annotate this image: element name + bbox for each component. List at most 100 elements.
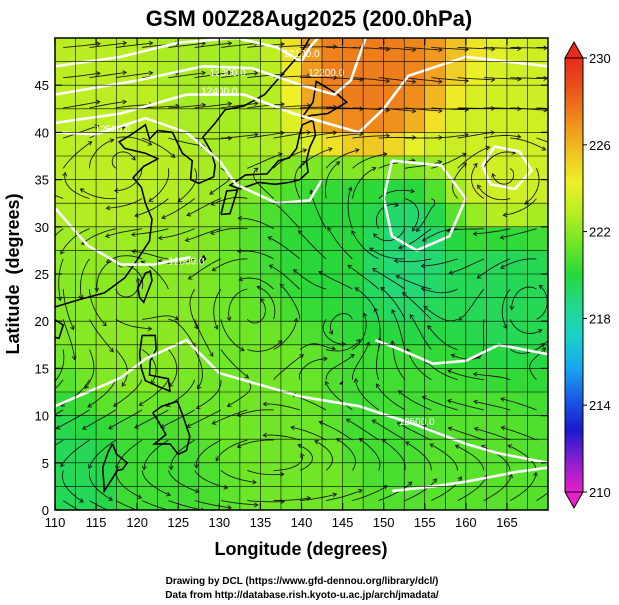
field-cell [301, 61, 323, 86]
field-cell [527, 486, 548, 510]
streamline [194, 500, 232, 509]
field-cell [280, 392, 303, 417]
field-cell [527, 156, 548, 181]
streamline [195, 439, 222, 468]
field-cell [322, 61, 344, 86]
streamline [63, 72, 101, 79]
field-cell [465, 38, 487, 63]
streamline [220, 102, 258, 109]
field-cell [137, 392, 159, 417]
field-cell [260, 415, 282, 440]
field-cell [280, 462, 303, 487]
streamline-arrowhead [333, 44, 338, 50]
streamline [263, 434, 301, 441]
streamline-arrowhead [253, 502, 259, 508]
streamline [168, 349, 178, 387]
field-cell [198, 344, 220, 369]
streamline-arrowhead [385, 78, 391, 84]
streamline-arrowhead [457, 476, 462, 481]
field-cell [178, 368, 200, 393]
y-tick-label: 5 [42, 456, 49, 471]
field-cell [322, 486, 344, 510]
streamline-arrowhead [372, 233, 378, 238]
streamline [236, 409, 274, 417]
streamline-arrowhead [391, 309, 396, 314]
field-cell [198, 274, 220, 299]
streamline [279, 283, 301, 320]
field-cell [383, 179, 405, 204]
field-cell [404, 108, 426, 133]
field-cell [137, 274, 159, 299]
field-cell [404, 462, 426, 487]
streamline [160, 409, 195, 428]
field-cell [363, 274, 385, 299]
streamline-arrowhead [356, 338, 361, 344]
field-cell [96, 38, 118, 63]
streamline-arrowhead [209, 190, 214, 195]
streamline-arrowhead [201, 70, 206, 76]
field-cell [342, 179, 364, 204]
streamline [394, 258, 432, 263]
field-cell [116, 344, 138, 369]
field-cell [178, 274, 200, 299]
streamline-arrowhead [557, 470, 561, 474]
streamline [299, 46, 337, 48]
streamline-arrowhead [267, 236, 273, 241]
streamline-arrowhead [350, 353, 355, 359]
field-cell [424, 462, 446, 487]
streamline-arrowhead [353, 377, 359, 383]
field-cell [486, 368, 508, 393]
field-cell [465, 462, 487, 487]
coastline [101, 443, 129, 494]
streamline [473, 228, 511, 235]
streamline [111, 151, 136, 169]
field-cell [219, 250, 241, 275]
streamline [372, 268, 406, 290]
field-cell [486, 108, 508, 133]
streamline-arrowhead [462, 162, 467, 168]
streamline-arrowhead [477, 184, 482, 190]
field-cell [260, 297, 282, 322]
streamline [397, 422, 432, 441]
field-cell [219, 274, 241, 299]
streamline-arrowhead [252, 479, 257, 485]
streamline [220, 319, 245, 351]
field-cell [363, 179, 385, 204]
field-cell [198, 368, 220, 393]
field-cell [486, 156, 508, 181]
field-cell [116, 203, 138, 228]
streamline-arrowhead [195, 404, 201, 410]
field-cell [239, 203, 262, 228]
field-cell [465, 439, 487, 464]
streamline [194, 72, 232, 79]
field-cell [342, 132, 364, 157]
streamline [299, 132, 337, 139]
field-cell [465, 156, 487, 181]
field-cell [342, 203, 364, 228]
field-cell [363, 203, 385, 228]
streamline-arrowhead [94, 287, 100, 293]
streamline-arrowhead [438, 79, 443, 84]
y-tick-label: 30 [35, 220, 49, 235]
streamline [375, 383, 406, 411]
streamline [347, 264, 380, 290]
streamline [141, 349, 157, 385]
streamline [382, 439, 406, 471]
streamline-arrowhead [148, 197, 154, 202]
x-tick-label: 150 [373, 515, 395, 530]
streamline-arrowhead [226, 316, 232, 322]
streamline [509, 472, 537, 501]
streamline [220, 500, 258, 506]
streamline-arrowhead [227, 135, 233, 141]
streamline [89, 101, 127, 109]
field-cell [445, 38, 467, 63]
streamline-arrowhead [358, 438, 364, 443]
streamline [457, 475, 488, 501]
streamline [273, 131, 311, 139]
field-cell [198, 226, 220, 251]
field-cell [239, 250, 262, 275]
streamline-arrowhead [476, 274, 482, 279]
field-cell [178, 486, 200, 510]
field-cell [322, 203, 344, 228]
streamline-arrowhead [215, 456, 220, 462]
